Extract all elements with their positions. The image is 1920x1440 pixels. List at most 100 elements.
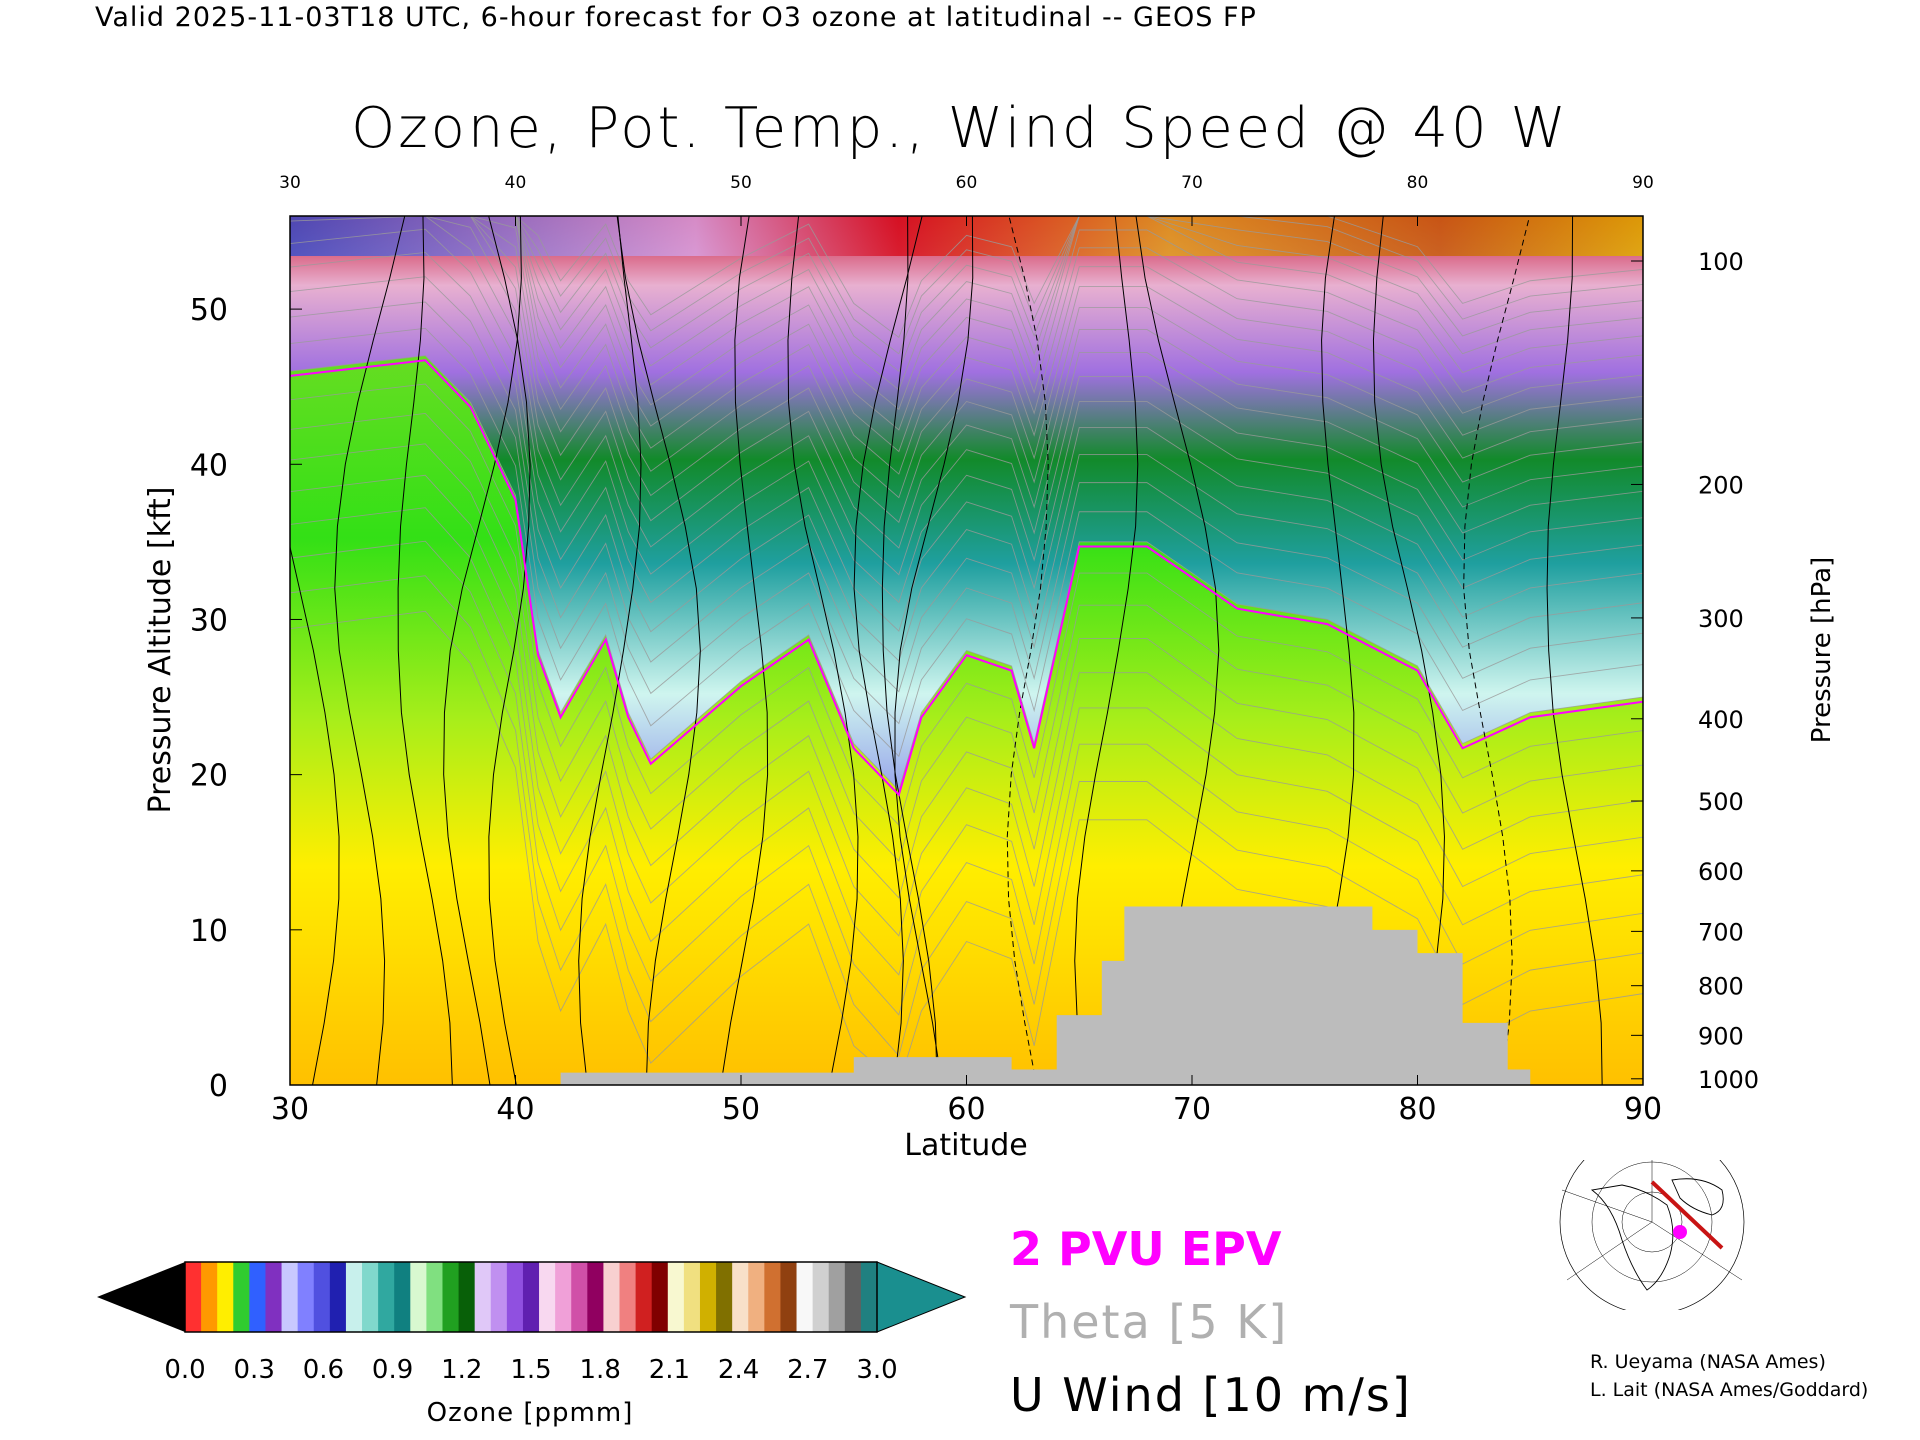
coastline-path — [1590, 1184, 1674, 1291]
colorbar-segment — [281, 1262, 299, 1332]
colorbar-segment — [539, 1262, 556, 1332]
theta-contour — [290, 474, 1643, 937]
y-axis-left-label: Pressure Altitude [kft] — [143, 487, 178, 814]
x-axis-top: 30 40 50 60 70 80 90 — [279, 173, 1654, 226]
theta-contour — [290, 575, 1643, 1057]
u-wind-contour — [853, 216, 923, 1085]
y-tick-label-left: 10 — [190, 914, 228, 949]
credit-line-2: L. Lait (NASA Ames/Goddard) — [1590, 1379, 1869, 1401]
colorbar-segment — [716, 1262, 733, 1332]
ozone-colorbar: 0.0 0.3 0.6 0.9 1.2 1.5 1.8 2.1 2.4 2.7 3.0 — [97, 1261, 967, 1385]
x-tick-label: 50 — [722, 1092, 760, 1127]
theta-contour — [290, 216, 1643, 355]
colorbar-tick-label: 0.3 — [234, 1355, 275, 1385]
theta-contour — [290, 301, 1643, 725]
y-tick-label-right: 700 — [1698, 918, 1744, 946]
theta-contour — [290, 228, 1643, 632]
y-axis-right-label: Pressure [hPa] — [1807, 557, 1837, 744]
u-wind-contour — [488, 216, 531, 1085]
colorbar-segment — [571, 1262, 588, 1332]
u-wind-contour — [578, 216, 642, 1085]
u-wind-contour — [1372, 216, 1445, 1085]
y-tick-label-left: 30 — [190, 603, 228, 638]
theta-contour — [290, 327, 1643, 758]
colorbar-tick-label: 1.2 — [441, 1355, 482, 1385]
x-tick-label: 30 — [271, 1092, 309, 1127]
colorbar-segment — [201, 1262, 218, 1332]
x-tick-label: 40 — [496, 1092, 534, 1127]
credit-line-1: R. Ueyama (NASA Ames) — [1590, 1351, 1826, 1373]
x-tick-label: 90 — [1624, 1092, 1662, 1127]
colorbar-segment — [828, 1262, 846, 1332]
x-tick-label-top: 40 — [505, 173, 527, 193]
theta-contour — [290, 216, 1643, 524]
colorbar-tick-label: 0.0 — [164, 1355, 205, 1385]
colorbar-segment — [265, 1262, 283, 1332]
colorbar-segment — [233, 1262, 250, 1332]
colorbar-segment — [844, 1262, 862, 1332]
y-tick-label-left: 50 — [190, 293, 228, 328]
colorbar-segment — [635, 1262, 653, 1332]
colorbar-segment — [587, 1262, 604, 1332]
u-wind-contour — [290, 544, 340, 1085]
u-wind-contour — [334, 216, 406, 1085]
cross-section-path — [1650, 1180, 1724, 1250]
colorbar-segment — [683, 1262, 701, 1332]
x-tick-label: 70 — [1173, 1092, 1211, 1127]
location-map-inset — [1552, 1160, 1752, 1310]
location-marker — [1673, 1225, 1687, 1239]
colorbar-segment — [555, 1262, 572, 1332]
y-tick-label-right: 1000 — [1698, 1066, 1759, 1094]
colorbar-segment — [651, 1262, 669, 1332]
theta-contour — [290, 216, 1643, 453]
colorbar-segment — [345, 1262, 363, 1332]
theta-contour — [290, 216, 1643, 576]
legend-uwind: U Wind [10 m/s] — [1010, 1368, 1412, 1422]
y-tick-label-right: 900 — [1698, 1022, 1744, 1050]
colorbar-label: Ozone [ppmm] — [426, 1398, 634, 1428]
x-tick-label-top: 90 — [1632, 173, 1654, 193]
u-wind-contour — [443, 216, 522, 1085]
colorbar-tick-label: 2.7 — [787, 1355, 828, 1385]
colorbar-segment — [780, 1262, 798, 1332]
colorbar-tick-label: 2.1 — [649, 1355, 690, 1385]
u-wind-contour — [894, 216, 974, 1085]
colorbar-tick-label: 3.0 — [856, 1355, 897, 1385]
colorbar-max-arrow — [876, 1261, 967, 1333]
colorbar-segment — [362, 1262, 379, 1332]
colorbar-segment — [313, 1262, 331, 1332]
colorbar-segment — [185, 1262, 202, 1332]
theta-contour — [290, 216, 1643, 604]
x-tick-label-top: 70 — [1181, 173, 1203, 193]
y-axis-right: 100 200 300 400 500 600 700 800 900 1000 — [1631, 248, 1759, 1094]
colorbar-segment — [378, 1262, 395, 1332]
colorbar-min-arrow — [97, 1262, 185, 1332]
colorbar-segment — [667, 1262, 685, 1332]
colorbar-segment — [522, 1262, 540, 1332]
colorbar-segment — [410, 1262, 427, 1332]
colorbar-segment — [329, 1262, 347, 1332]
x-axis-bottom: 30 40 50 60 70 80 90 — [271, 1075, 1662, 1127]
u-wind-contour — [787, 216, 859, 1085]
colorbar-segment — [812, 1262, 830, 1332]
u-wind-contour — [881, 216, 938, 1085]
y-tick-label-right: 100 — [1698, 248, 1744, 276]
y-tick-label-left: 0 — [209, 1069, 228, 1104]
colorbar-tick-label: 1.5 — [510, 1355, 551, 1385]
y-tick-label-left: 20 — [190, 759, 228, 794]
colorbar-segment — [796, 1262, 814, 1332]
x-tick-label-top: 50 — [730, 173, 752, 193]
colorbar-segment — [297, 1262, 315, 1332]
colorbar-tick-label: 2.4 — [718, 1355, 759, 1385]
theta-contour — [290, 412, 1643, 862]
x-tick-label-top: 60 — [956, 173, 978, 193]
colorbar-segment — [748, 1262, 765, 1332]
colorbar-segment — [394, 1262, 411, 1332]
theta-contour — [290, 507, 1643, 976]
y-tick-label-right: 400 — [1698, 706, 1744, 734]
colorbar-segment — [490, 1262, 508, 1332]
theta-contour — [290, 216, 1643, 549]
colorbar-segment — [860, 1262, 878, 1332]
colorbar-segment — [426, 1262, 443, 1332]
u-wind-contour — [1074, 216, 1139, 1085]
